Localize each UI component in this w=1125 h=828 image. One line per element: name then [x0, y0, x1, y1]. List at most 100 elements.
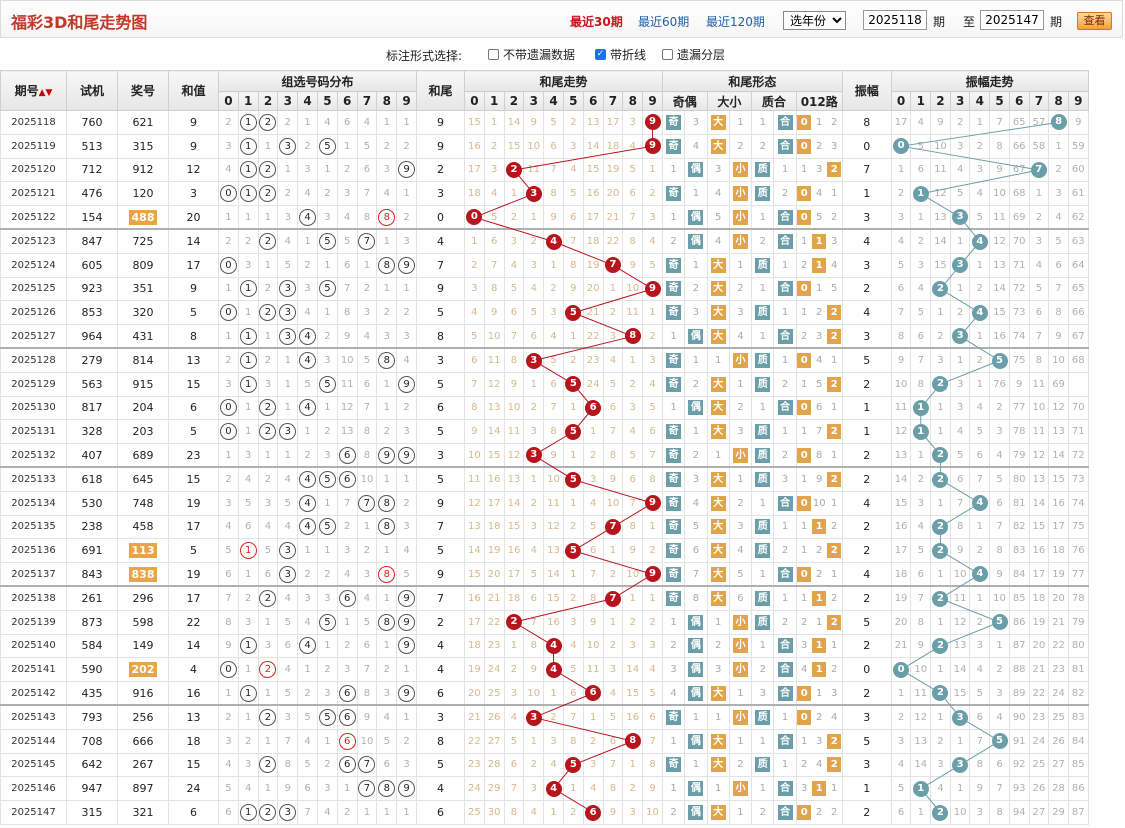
- amp-trend-cell: 86: [1008, 609, 1030, 635]
- prize-number: 202: [128, 662, 158, 678]
- group-cell: 0: [218, 181, 239, 207]
- group-cell: 1: [376, 538, 398, 564]
- prize-number: 431: [132, 329, 154, 343]
- view-button[interactable]: 查看: [1077, 12, 1112, 30]
- amp-miss: 21: [894, 640, 908, 652]
- amp-miss: 73: [1012, 307, 1026, 319]
- amp-trend-cell: 27: [1048, 752, 1069, 778]
- amp-miss: 85: [1012, 593, 1026, 605]
- amp-trend-cell: 74: [1008, 324, 1030, 349]
- tail-miss: 10: [507, 402, 521, 414]
- tail-trend-cell: 9: [602, 800, 624, 825]
- form-cell: 6: [728, 585, 753, 611]
- group-cell: 3: [257, 633, 279, 659]
- tail-trend-cell: 8: [622, 728, 644, 754]
- form-cell: 大: [706, 133, 730, 159]
- amp-miss: 13: [1052, 426, 1065, 438]
- form-cell: 偶: [684, 728, 708, 754]
- group-miss: 6: [363, 640, 371, 652]
- group-miss: 3: [324, 355, 331, 367]
- group-cell: 3: [336, 538, 358, 564]
- group-miss: 1: [264, 616, 272, 628]
- amp-trend-cell: 6: [910, 157, 932, 183]
- group-cell: 4: [316, 110, 338, 135]
- nav-recent-60[interactable]: 最近60期: [638, 15, 690, 29]
- col-issue[interactable]: 期号▲▼: [0, 70, 67, 111]
- amp-miss: 4: [976, 188, 983, 200]
- amp-trend-cell: 69: [1008, 205, 1030, 230]
- checkbox-icon[interactable]: [488, 48, 499, 60]
- tail-miss: 2: [649, 330, 656, 342]
- group-hit: 4: [299, 494, 317, 512]
- amp-miss: 9: [956, 545, 964, 557]
- tail-miss: 8: [510, 355, 518, 367]
- form-cell: 质: [751, 157, 775, 183]
- year-select[interactable]: 选年份: [783, 11, 846, 30]
- tail-miss: 9: [589, 616, 597, 628]
- tail-miss: 3: [510, 236, 518, 248]
- amp-trend-cell: 3: [930, 752, 951, 778]
- amp-value: 2: [863, 377, 871, 391]
- amp-trend-cell: 14: [1028, 490, 1050, 516]
- tail-miss: 2: [530, 402, 537, 414]
- form-cell: 小: [728, 157, 753, 183]
- group-cell: 10: [356, 466, 378, 492]
- group-miss: 8: [363, 426, 371, 438]
- group-miss: 1: [324, 640, 331, 652]
- form-tag: 奇: [666, 353, 682, 369]
- group-cell: 6: [376, 752, 398, 778]
- tail-trend-cell: 4: [523, 276, 545, 302]
- amp-miss: 59: [1071, 140, 1085, 152]
- checkbox-checked-icon[interactable]: ✓: [595, 48, 606, 60]
- prize-number: 725: [132, 235, 154, 249]
- option-with-lines[interactable]: ✓ 带折线: [595, 45, 646, 63]
- group-miss: 3: [403, 759, 410, 771]
- amp-trend-cell: 17: [890, 538, 912, 564]
- amp-miss: 75: [1012, 355, 1026, 367]
- amp-trend-cell: 5: [1028, 276, 1050, 302]
- up-down-arrow-icon[interactable]: ▲▼: [38, 88, 53, 98]
- group-cell: 6: [336, 110, 358, 135]
- tail-trend-cell: 4: [582, 776, 604, 802]
- group-cell: 5: [316, 228, 338, 254]
- group-cell: 1: [356, 252, 378, 278]
- test-cell: 843: [66, 562, 118, 587]
- form-tag: 质: [755, 353, 771, 369]
- to-period-input[interactable]: [980, 10, 1044, 30]
- group-hit: 3: [279, 423, 297, 441]
- tail-value: 9: [436, 139, 444, 153]
- option-no-missing[interactable]: 不带遗漏数据: [488, 45, 575, 63]
- tail-trend-cell: 14: [622, 657, 644, 683]
- group-cell: 6: [336, 728, 358, 754]
- form-tag: 小: [732, 447, 748, 463]
- amp-miss: 1: [937, 712, 944, 724]
- sum-cell: 9: [168, 110, 219, 135]
- amp-ball: 7: [1030, 161, 1047, 178]
- form-miss: 1: [737, 116, 744, 128]
- amp-trend-cell: 2: [969, 133, 991, 159]
- amp-miss: 2: [1055, 164, 1062, 176]
- tail-trend-cell: 16: [582, 181, 604, 207]
- nav-recent-30[interactable]: 最近30期: [570, 15, 623, 29]
- tail-trend-cell: 5: [582, 514, 604, 540]
- tail-miss: 4: [471, 307, 478, 319]
- group-cell: 3: [277, 324, 299, 349]
- sum-cell: 19: [168, 490, 219, 516]
- checkbox-icon[interactable]: [662, 48, 673, 60]
- amp-miss: 91: [1012, 735, 1026, 747]
- form-cell: 合: [773, 228, 797, 254]
- form-cell: 8: [684, 585, 708, 611]
- nav-recent-120[interactable]: 最近120期: [706, 15, 765, 29]
- road-tag: 0: [797, 710, 812, 726]
- group-hit: 5: [318, 233, 336, 251]
- test-cell: 154: [66, 205, 118, 230]
- tail-miss: 4: [490, 188, 498, 200]
- amp-miss: 1: [956, 735, 964, 747]
- amp-miss: 66: [1012, 140, 1026, 152]
- issue-number: 2025120: [11, 164, 56, 176]
- from-period-input[interactable]: [863, 10, 927, 30]
- amp-trend-cell: 14: [890, 466, 912, 492]
- option-missing-layer[interactable]: 遗漏分层: [662, 45, 725, 63]
- group-miss: 3: [383, 164, 390, 176]
- form-miss: 1: [759, 735, 766, 747]
